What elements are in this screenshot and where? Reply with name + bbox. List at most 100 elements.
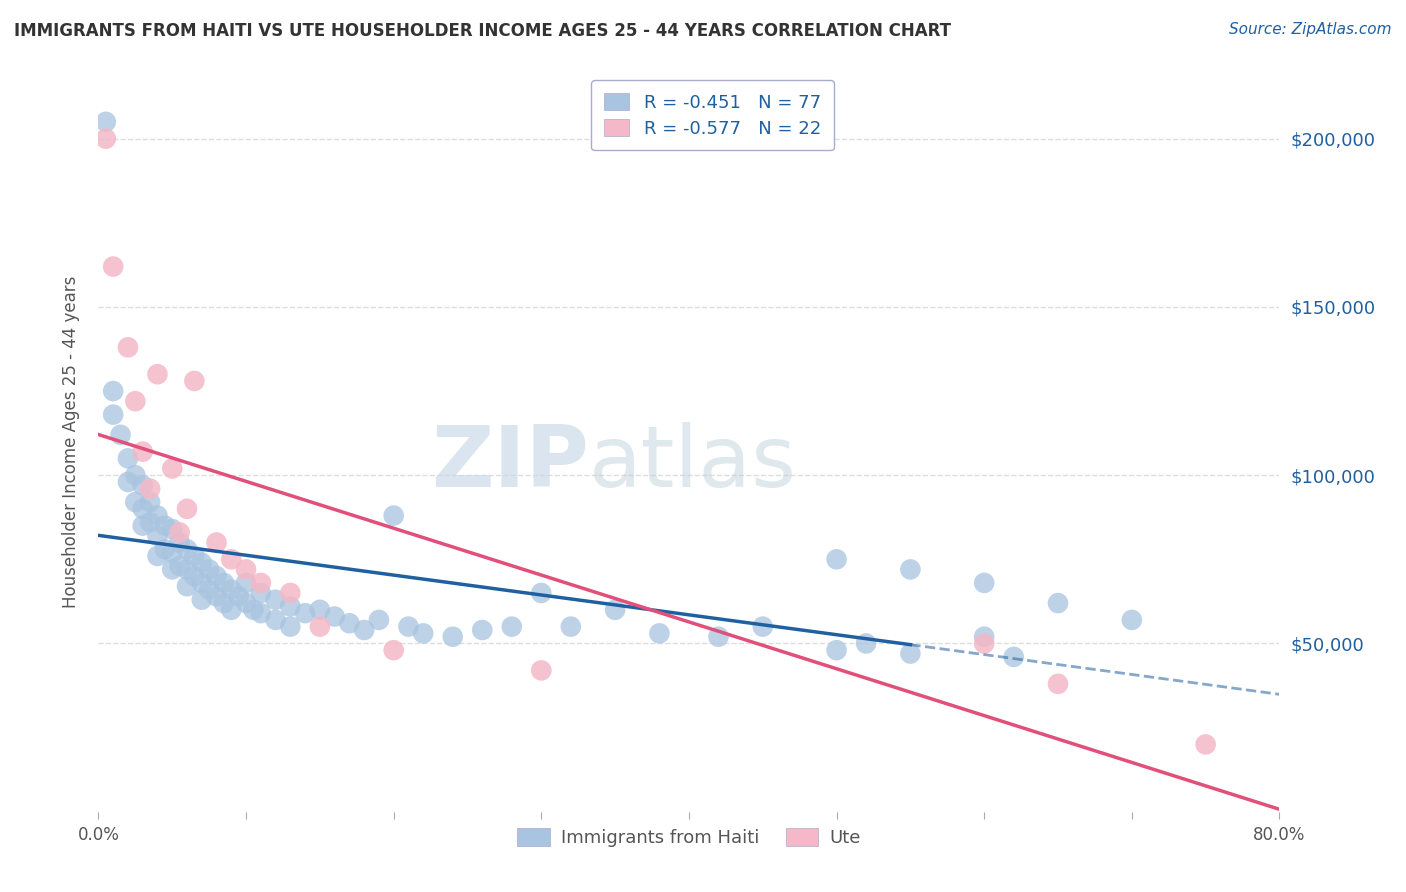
Point	[146, 529, 169, 543]
Point	[250, 606, 273, 620]
Point	[235, 575, 257, 590]
Text: atlas: atlas	[589, 422, 797, 505]
Text: IMMIGRANTS FROM HAITI VS UTE HOUSEHOLDER INCOME AGES 25 - 44 YEARS CORRELATION C: IMMIGRANTS FROM HAITI VS UTE HOUSEHOLDER…	[14, 22, 950, 40]
Point	[169, 525, 191, 540]
Point	[900, 562, 922, 576]
Point	[205, 535, 228, 549]
Point	[212, 575, 235, 590]
Point	[228, 590, 250, 604]
Point	[560, 619, 582, 633]
Point	[242, 603, 264, 617]
Point	[132, 501, 155, 516]
Point	[339, 616, 361, 631]
Point	[973, 575, 995, 590]
Y-axis label: Householder Income Ages 25 - 44 years: Householder Income Ages 25 - 44 years	[62, 276, 80, 607]
Point	[855, 636, 877, 650]
Point	[398, 619, 420, 633]
Point	[382, 643, 405, 657]
Point	[368, 613, 391, 627]
Point	[146, 508, 169, 523]
Point	[169, 535, 191, 549]
Point	[825, 643, 848, 657]
Point	[139, 495, 162, 509]
Point	[162, 562, 183, 576]
Point	[250, 586, 273, 600]
Point	[176, 562, 198, 576]
Point	[353, 623, 375, 637]
Point	[183, 549, 205, 563]
Point	[235, 596, 257, 610]
Point	[146, 368, 169, 382]
Text: Source: ZipAtlas.com: Source: ZipAtlas.com	[1229, 22, 1392, 37]
Point	[103, 408, 125, 422]
Text: ZIP: ZIP	[430, 422, 589, 505]
Point	[191, 575, 214, 590]
Point	[221, 582, 243, 597]
Point	[530, 586, 553, 600]
Point	[280, 599, 302, 614]
Point	[198, 582, 221, 597]
Point	[382, 508, 405, 523]
Point	[221, 603, 243, 617]
Point	[212, 596, 235, 610]
Point	[309, 619, 332, 633]
Point	[280, 619, 302, 633]
Point	[323, 609, 346, 624]
Point	[264, 613, 287, 627]
Point	[752, 619, 775, 633]
Point	[191, 556, 214, 570]
Point	[162, 522, 183, 536]
Point	[198, 562, 221, 576]
Legend: Immigrants from Haiti, Ute: Immigrants from Haiti, Ute	[510, 822, 868, 855]
Point	[648, 626, 671, 640]
Point	[124, 495, 146, 509]
Point	[530, 664, 553, 678]
Point	[153, 542, 176, 557]
Point	[103, 260, 125, 274]
Point	[117, 475, 139, 489]
Point	[280, 586, 302, 600]
Point	[117, 340, 139, 354]
Point	[205, 590, 228, 604]
Point	[1046, 677, 1070, 691]
Point	[825, 552, 848, 566]
Point	[221, 552, 243, 566]
Point	[471, 623, 494, 637]
Point	[183, 374, 205, 388]
Point	[250, 575, 273, 590]
Point	[973, 630, 995, 644]
Point	[1121, 613, 1143, 627]
Point	[205, 569, 228, 583]
Point	[176, 542, 198, 557]
Point	[176, 501, 198, 516]
Point	[501, 619, 523, 633]
Point	[973, 636, 995, 650]
Point	[153, 518, 176, 533]
Point	[1195, 738, 1218, 752]
Point	[294, 606, 316, 620]
Point	[132, 518, 155, 533]
Point	[162, 461, 183, 475]
Point	[132, 444, 155, 458]
Point	[94, 131, 117, 145]
Point	[183, 569, 205, 583]
Point	[132, 478, 155, 492]
Point	[264, 592, 287, 607]
Point	[94, 115, 117, 129]
Point	[191, 592, 214, 607]
Point	[441, 630, 464, 644]
Point	[139, 482, 162, 496]
Point	[139, 516, 162, 530]
Point	[707, 630, 730, 644]
Point	[110, 427, 132, 442]
Point	[1002, 649, 1025, 664]
Point	[900, 647, 922, 661]
Point	[124, 394, 146, 409]
Point	[103, 384, 125, 398]
Point	[309, 603, 332, 617]
Point	[169, 559, 191, 574]
Point	[146, 549, 169, 563]
Point	[162, 546, 183, 560]
Point	[124, 468, 146, 483]
Point	[412, 626, 434, 640]
